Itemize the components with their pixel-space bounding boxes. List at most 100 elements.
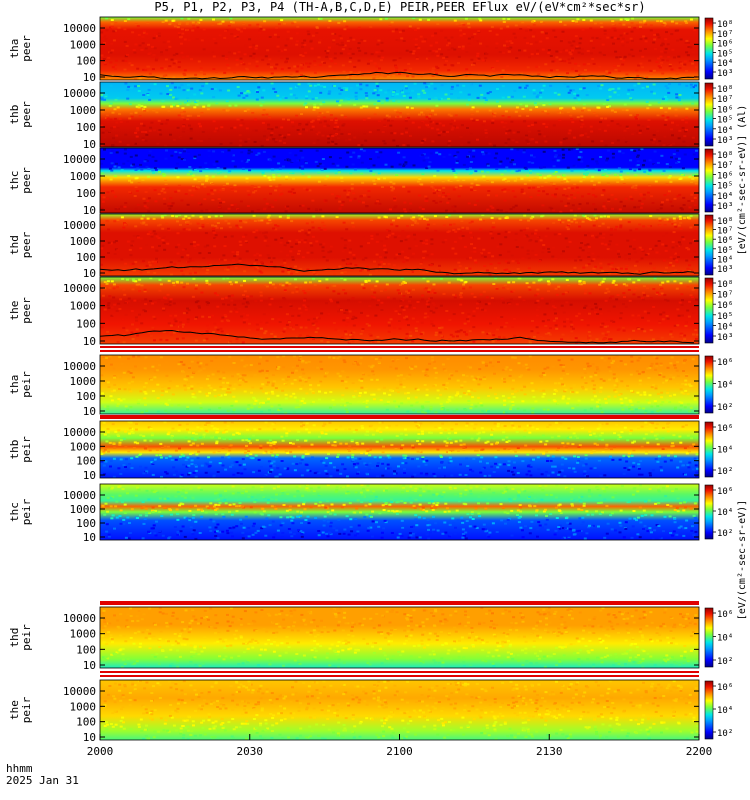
y-axis-species-label: peir (20, 498, 33, 525)
x-tick-label: 2000 (87, 745, 114, 758)
y-axis-probe-label: thd (8, 235, 21, 255)
colorbar-tick-label: 10⁵ (717, 312, 733, 322)
y-axis-probe-label: thc (8, 502, 21, 522)
panel-frame (99, 483, 700, 541)
colorbar-tick-label: 10⁵ (717, 116, 733, 126)
colorbar-tick-label: 10³ (717, 265, 733, 275)
spectrogram-noise (100, 214, 697, 276)
gap-red-line (100, 417, 699, 419)
colorbar-tick-label: 10⁸ (717, 85, 733, 95)
panel-frame (99, 81, 700, 148)
panel-thd-peir: 10000 1000 100 10 thd peir 10⁶ 10⁴ 10² (8, 606, 733, 672)
y-tick-label: 1000 (70, 503, 97, 516)
y-tick-label: 10000 (63, 612, 96, 625)
spectrogram-noise (100, 17, 698, 80)
colorbar-tick-label: 10⁶ (717, 40, 733, 50)
panel-the-peir: 10000 1000 100 10 the peir 10⁶ 10⁴ 10² (8, 679, 733, 744)
colorbar-tick-label: 10⁵ (717, 182, 733, 192)
sc-potential-line (99, 71, 695, 80)
spectrogram-image (100, 214, 699, 276)
colorbar-tick-label: 10⁴ (717, 255, 733, 265)
y-tick-label: 100 (76, 517, 96, 530)
y-tick-label: 10000 (63, 489, 96, 502)
x-tick-label: 2130 (536, 745, 563, 758)
colorbar-tick-label: 10³ (717, 69, 733, 79)
y-tick-label: 10000 (63, 360, 96, 373)
colorbar (704, 355, 714, 414)
spectrogram-noise (100, 148, 698, 213)
panel-frame (99, 420, 700, 479)
sc-potential-line (99, 263, 695, 275)
colorbar-tick-label: 10⁵ (717, 49, 733, 59)
colorbar-tick-label: 10⁷ (717, 227, 733, 237)
chart-title: P5, P1, P2, P3, P4 (TH-A,B,C,D,E) PEIR,P… (154, 0, 646, 14)
y-tick-label: 10 (83, 138, 96, 151)
colorbar-tick-label: 10² (717, 729, 733, 739)
colorbar-tick-label: 10⁴ (717, 192, 733, 202)
gap-red-line (100, 603, 699, 605)
colorbar-tick-label: 10⁸ (717, 151, 733, 161)
colorbar-tick-label: 10³ (717, 333, 733, 343)
spectrogram-image (100, 680, 699, 740)
panel-gap (100, 345, 699, 353)
date-label: 2025 Jan 31 (6, 774, 79, 787)
y-tick-label: 10 (83, 204, 96, 217)
y-axis-species-label: peer (20, 297, 33, 324)
x-tick-label: 2030 (237, 745, 264, 758)
spectrogram-noise (100, 277, 699, 344)
colorbar-tick-label: 10⁴ (717, 508, 733, 518)
colorbar-tick-label: 10⁵ (717, 246, 733, 256)
colorbar-tick-label: 10² (717, 403, 733, 413)
colorbar-tick-label: 10³ (717, 202, 733, 212)
panel-frame (99, 16, 700, 81)
y-tick-label: 10000 (63, 426, 96, 439)
colorbar-tick-label: 10⁷ (717, 30, 733, 40)
panel-frame (99, 606, 700, 669)
spectrogram-noise (100, 607, 699, 668)
colorbar-tick-label: 10⁴ (717, 322, 733, 332)
spectrogram-image (100, 82, 699, 147)
y-tick-label: 100 (76, 55, 96, 68)
y-axis-species-label: peir (20, 696, 33, 723)
y-tick-label: 100 (76, 716, 96, 729)
sc-potential-line (99, 329, 695, 344)
spectrogram-image (100, 277, 699, 344)
y-axis-probe-label: thd (8, 628, 21, 648)
x-tick-label: 2200 (686, 745, 713, 758)
panel-frame (99, 213, 700, 277)
spectrogram-image (100, 17, 699, 80)
gap-red-line (100, 601, 699, 603)
spectrogram-image (100, 421, 699, 478)
y-tick-label: 1000 (70, 440, 97, 453)
panel-tha-peir: 10000 1000 100 10 tha peir 10⁶ 10⁴ 10² (8, 354, 733, 418)
colorbar-tick-label: 10⁴ (717, 381, 733, 391)
colorbar (704, 277, 714, 344)
colorbar-tick-label: 10⁶ (717, 236, 733, 246)
colorbar-units-ion: [eV/(cm²-sec-sr-eV)] (737, 500, 748, 620)
colorbar-tick-label: 10² (717, 529, 733, 539)
colorbar-tick-label: 10⁴ (717, 634, 733, 644)
y-axis-species-label: peir (20, 436, 33, 463)
colorbar-tick-label: 10⁶ (717, 683, 733, 693)
colorbar-tick-label: 10⁴ (717, 126, 733, 136)
spectrogram-noise (101, 484, 698, 540)
colorbar-tick-label: 10² (717, 467, 733, 477)
colorbar-units-electron: [eV/(cm²-sec-sr-eV)] (Al) (737, 105, 748, 256)
y-tick-label: 1000 (70, 38, 97, 51)
colorbar (704, 421, 714, 478)
colorbar (704, 17, 714, 80)
colorbar (704, 607, 714, 668)
y-axis-species-label: peir (20, 624, 33, 651)
y-tick-label: 100 (76, 643, 96, 656)
colorbar (704, 680, 714, 740)
y-tick-label: 1000 (70, 375, 97, 388)
y-tick-label: 10000 (63, 22, 96, 35)
colorbar-tick-label: 10⁸ (717, 217, 733, 227)
spectrogram-image (100, 148, 699, 213)
colorbar-tick-label: 10⁶ (717, 358, 733, 368)
